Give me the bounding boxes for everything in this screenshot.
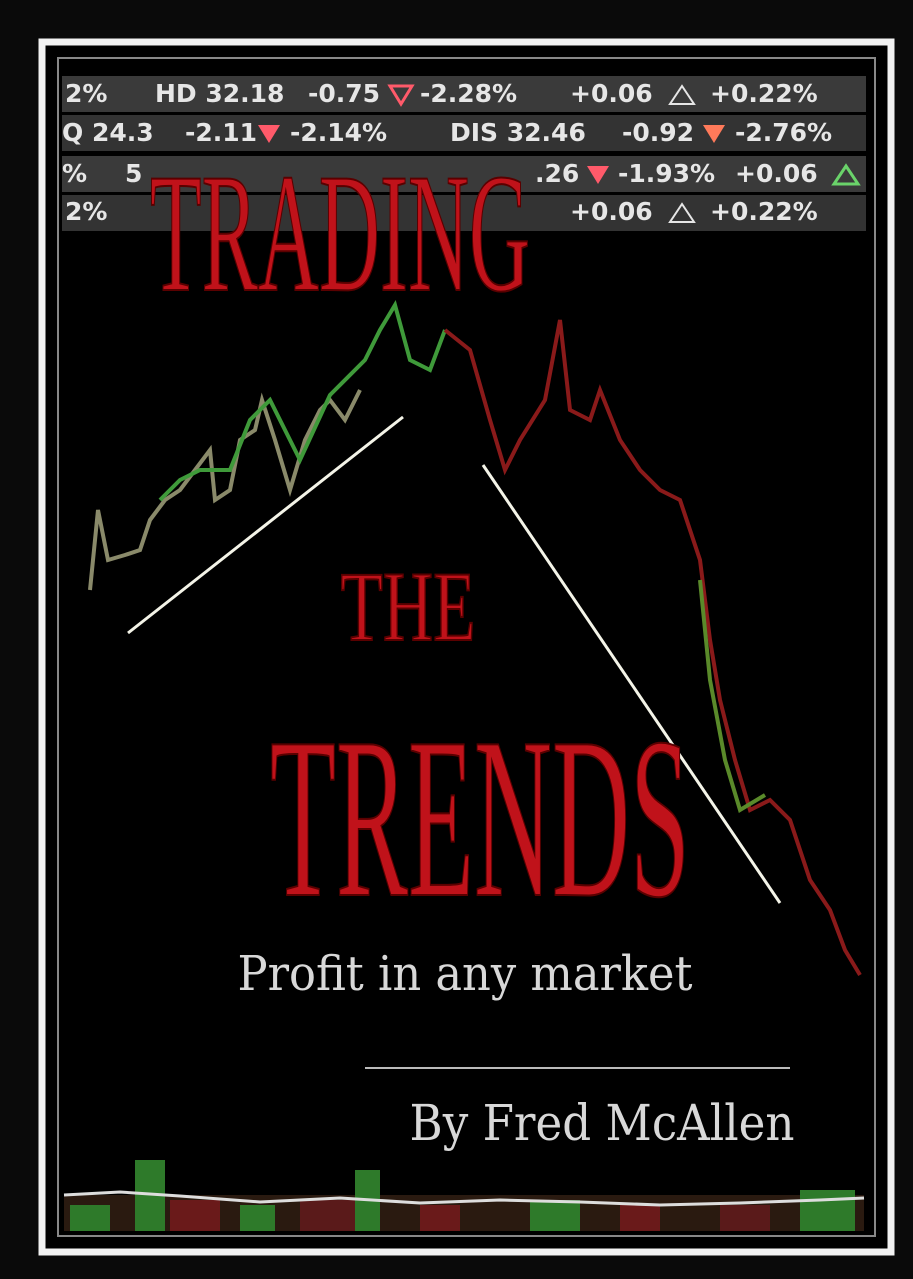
volume-bar — [800, 1190, 855, 1231]
title: THE — [341, 551, 476, 662]
ticker-item: 2% — [65, 197, 107, 226]
ticker-item: 5 — [125, 159, 142, 188]
volume-bar — [720, 1205, 770, 1231]
title: TRENDS — [270, 690, 690, 945]
volume-bar — [620, 1205, 660, 1231]
volume-bar — [300, 1200, 360, 1231]
ticker-item: -2.28% — [420, 79, 517, 108]
ticker-item: +0.06 — [735, 159, 818, 188]
volume-bar — [70, 1205, 110, 1231]
title: TRADING — [150, 139, 530, 327]
book-cover: 2% HD 32.18 -0.75 -2.28% +0.06 +0.22% Q … — [0, 0, 913, 1279]
ticker-item: -0.75 — [308, 79, 380, 108]
ticker-item: -0.92 — [622, 118, 694, 147]
ticker-item: -2.76% — [735, 118, 832, 147]
ticker-item: +0.06 — [570, 79, 653, 108]
author: By Fred McAllen — [410, 1094, 795, 1152]
ticker-item: +0.22% — [710, 79, 818, 108]
ticker-item: .26 — [535, 159, 579, 188]
volume-bar — [170, 1200, 220, 1231]
ticker-item: HD 32.18 — [155, 79, 284, 108]
ticker-item: % — [62, 159, 87, 188]
ticker-item: Q 24.3 — [62, 118, 154, 147]
ticker-item: +0.06 — [570, 197, 653, 226]
subtitle: Profit in any market — [238, 946, 693, 1002]
ticker-item: +0.22% — [710, 197, 818, 226]
volume-bar — [420, 1205, 460, 1231]
volume-bar — [240, 1205, 275, 1231]
volume-bar — [530, 1200, 580, 1231]
ticker-item: -1.93% — [618, 159, 715, 188]
ticker-item: 2% — [65, 79, 107, 108]
